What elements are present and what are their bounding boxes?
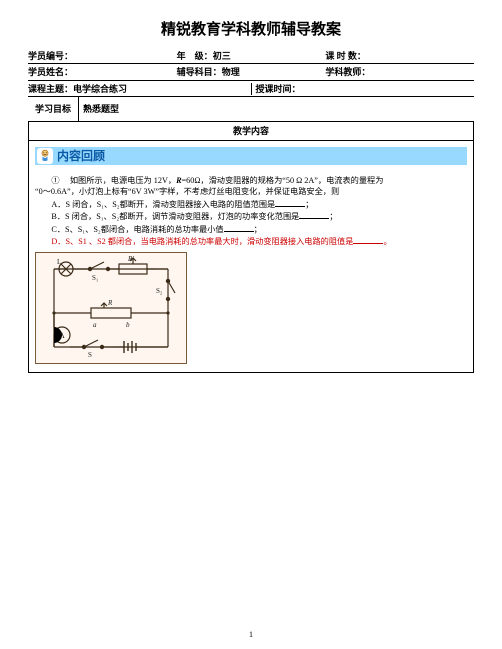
subject-value: 物理 [222, 66, 240, 78]
opt-B: B．S 闭合，S₁、S₂都断开，调节滑动变阻器，灯泡的功率变化范围是 [51, 212, 299, 221]
problem-line2: “0～0.6A”，小灯泡上标有“6V 3W”字样，不考虑灯丝电阻变化，并保证电路… [35, 186, 467, 197]
problem-marker: ① [51, 176, 59, 185]
S-label: S [88, 351, 92, 359]
blank-D [353, 235, 383, 244]
problem-text: ① 如图所示，电源电压为 12V，R=60Ω，滑动变阻器的规格为“50 Ω 2A… [35, 171, 467, 248]
blank-C [224, 223, 254, 232]
blank-A [275, 198, 305, 207]
S1-label: S₁ [92, 274, 98, 282]
problem-R-eq: =60Ω，滑动变阻器的规格为“50 Ω 2A”，电流表的量程为 [182, 176, 384, 185]
sfx-B: ； [329, 212, 337, 221]
meta-block: 学员编号： 年 级：初三 课 时 数： 学员姓名： 辅导科目：物理 学科教师： … [28, 48, 474, 122]
student-no-label: 学员编号： [28, 50, 73, 62]
opt-D: D．S、S1 、S2 都闭合，当电路消耗的总功率最大时，滑动变阻器接入电路的阻值… [51, 237, 353, 246]
S2-label: S₂ [156, 287, 163, 295]
circuit-diagram: L S₁ R' [35, 252, 187, 364]
goal-value: 熟悉题型 [79, 97, 474, 121]
problem-intro-a: 如图所示，电源电压为 12V， [70, 176, 176, 185]
meta-row-1: 学员编号： 年 级：初三 课 时 数： [28, 48, 474, 64]
page-title: 精锐教育学科教师辅导教案 [28, 20, 474, 40]
subject-label: 辅导科目： [177, 66, 222, 78]
teach-time-label: 授课时间： [256, 84, 301, 94]
page: 精锐教育学科教师辅导教案 学员编号： 年 级：初三 课 时 数： 学员姓名： 辅… [0, 0, 502, 649]
Rvar-label: R' [127, 255, 134, 263]
grade-label: 年 级： [177, 50, 213, 62]
topic-label: 课程主题： [28, 84, 73, 94]
meta-row-3: 课程主题：电学综合练习 授课时间： [28, 81, 474, 97]
student-name-label: 学员姓名： [28, 66, 73, 78]
a-label: a [93, 321, 97, 329]
b-label: b [126, 321, 130, 329]
sfx-D: 。 [383, 237, 391, 246]
content-box: 内容回顾 ① 如图所示，电源电压为 12V，R=60Ω，滑动变阻器的规格为“50… [28, 141, 474, 373]
review-title: 内容回顾 [57, 148, 105, 164]
topic-value: 电学综合练习 [73, 84, 127, 94]
page-number: 1 [0, 630, 502, 641]
review-band: 内容回顾 [35, 147, 467, 165]
section-title: 教学内容 [28, 122, 474, 141]
meta-row-2: 学员姓名： 辅导科目：物理 学科教师： [28, 64, 474, 80]
sfx-C: ； [254, 225, 262, 234]
opt-C: C．S、S₁、S₂都闭合，电路消耗的总功率最小值 [51, 225, 223, 234]
review-icon [37, 148, 53, 164]
sfx-A: ； [305, 200, 313, 209]
R-label: R [107, 299, 113, 307]
teacher-label: 学科教师： [325, 66, 370, 78]
grade-value: 初三 [213, 50, 231, 62]
goal-row: 学习目标 熟悉题型 [28, 97, 474, 122]
goal-label: 学习目标 [28, 97, 79, 121]
blank-B [299, 210, 329, 219]
opt-A: A．S 闭合，S₁、S₂都断开，滑动变阻器接入电路的阻值范围是 [51, 200, 275, 209]
lamp-label: L [57, 258, 61, 266]
lesson-count-label: 课 时 数： [325, 50, 366, 62]
